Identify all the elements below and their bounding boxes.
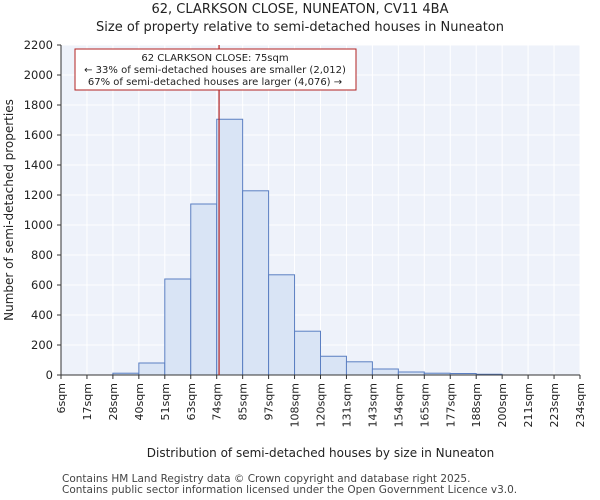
histogram-bar	[320, 355, 347, 376]
x-tick-label: 165sqm	[418, 383, 431, 427]
x-tick-label: 51sqm	[159, 383, 172, 420]
x-tick-label: 108sqm	[289, 383, 302, 427]
y-tick-label: 1000	[24, 218, 53, 232]
footer-licence: Contains public sector information licen…	[62, 484, 518, 496]
annotation-box	[74, 48, 357, 91]
x-tick-label: 120sqm	[315, 383, 328, 427]
histogram-chart: 6sqm 17sqm 28sqm 40sqm 51sqm 63sqm 74sqm 85sqm 9…	[2, 38, 587, 460]
y-tick-label: 1800	[24, 98, 53, 112]
y-tick-label: 200	[31, 338, 53, 352]
histogram-bar	[190, 203, 218, 376]
footer-copyright: Contains HM Land Registry data © Crown c…	[62, 473, 471, 485]
x-tick-label: 177sqm	[444, 383, 457, 427]
x-tick-label: 200sqm	[496, 383, 509, 427]
x-tick-label: 74sqm	[211, 383, 224, 420]
y-tick-label: 2200	[24, 38, 53, 52]
x-tick-label: 211sqm	[522, 383, 535, 427]
x-tick-label: 223sqm	[548, 383, 561, 427]
annotation-larger: 67% of semi-detached houses are larger (…	[88, 77, 342, 88]
x-tick-label: 131sqm	[340, 383, 353, 427]
histogram-bar	[371, 368, 399, 376]
x-tick-label: 97sqm	[263, 383, 276, 420]
x-tick-label: 188sqm	[470, 383, 483, 427]
y-tick-label: 1600	[24, 128, 53, 142]
x-tick-label: 28sqm	[107, 383, 120, 420]
annotation-label: 62 CLARKSON CLOSE: 75sqm	[141, 53, 288, 64]
x-tick-label: 143sqm	[366, 383, 379, 427]
y-tick-label: 1400	[24, 158, 53, 172]
y-axis-label: Number of semi-detached properties	[2, 99, 16, 321]
x-tick-label: 6sqm	[55, 383, 68, 413]
x-tick-label: 154sqm	[392, 383, 405, 427]
x-tick-label: 234sqm	[574, 383, 587, 427]
x-tick-label: 40sqm	[133, 383, 146, 420]
histogram-bar	[294, 330, 321, 376]
x-tick-label: 85sqm	[237, 383, 250, 420]
y-tick-label: 2000	[24, 68, 53, 82]
chart-subtitle: Size of property relative to semi-detach…	[96, 20, 504, 35]
chart-title: 62, CLARKSON CLOSE, NUNEATON, CV11 4BA	[151, 2, 449, 17]
histogram-bar	[242, 190, 270, 376]
y-tick-label: 1200	[24, 188, 53, 202]
x-tick-label: 17sqm	[81, 383, 94, 420]
y-tick-label: 800	[31, 248, 53, 262]
y-tick-label: 400	[31, 308, 53, 322]
x-axis-label: Distribution of semi-detached houses by …	[147, 446, 494, 460]
histogram-bar	[268, 274, 296, 376]
histogram-bar	[164, 278, 192, 376]
x-tick-label: 63sqm	[185, 383, 198, 420]
histogram-bar	[345, 361, 373, 376]
y-tick-label: 600	[31, 278, 53, 292]
histogram-bar	[216, 118, 244, 376]
y-tick-label: 0	[46, 368, 53, 382]
histogram-bar	[138, 362, 166, 376]
annotation-smaller: ← 33% of semi-detached houses are smalle…	[84, 65, 346, 76]
